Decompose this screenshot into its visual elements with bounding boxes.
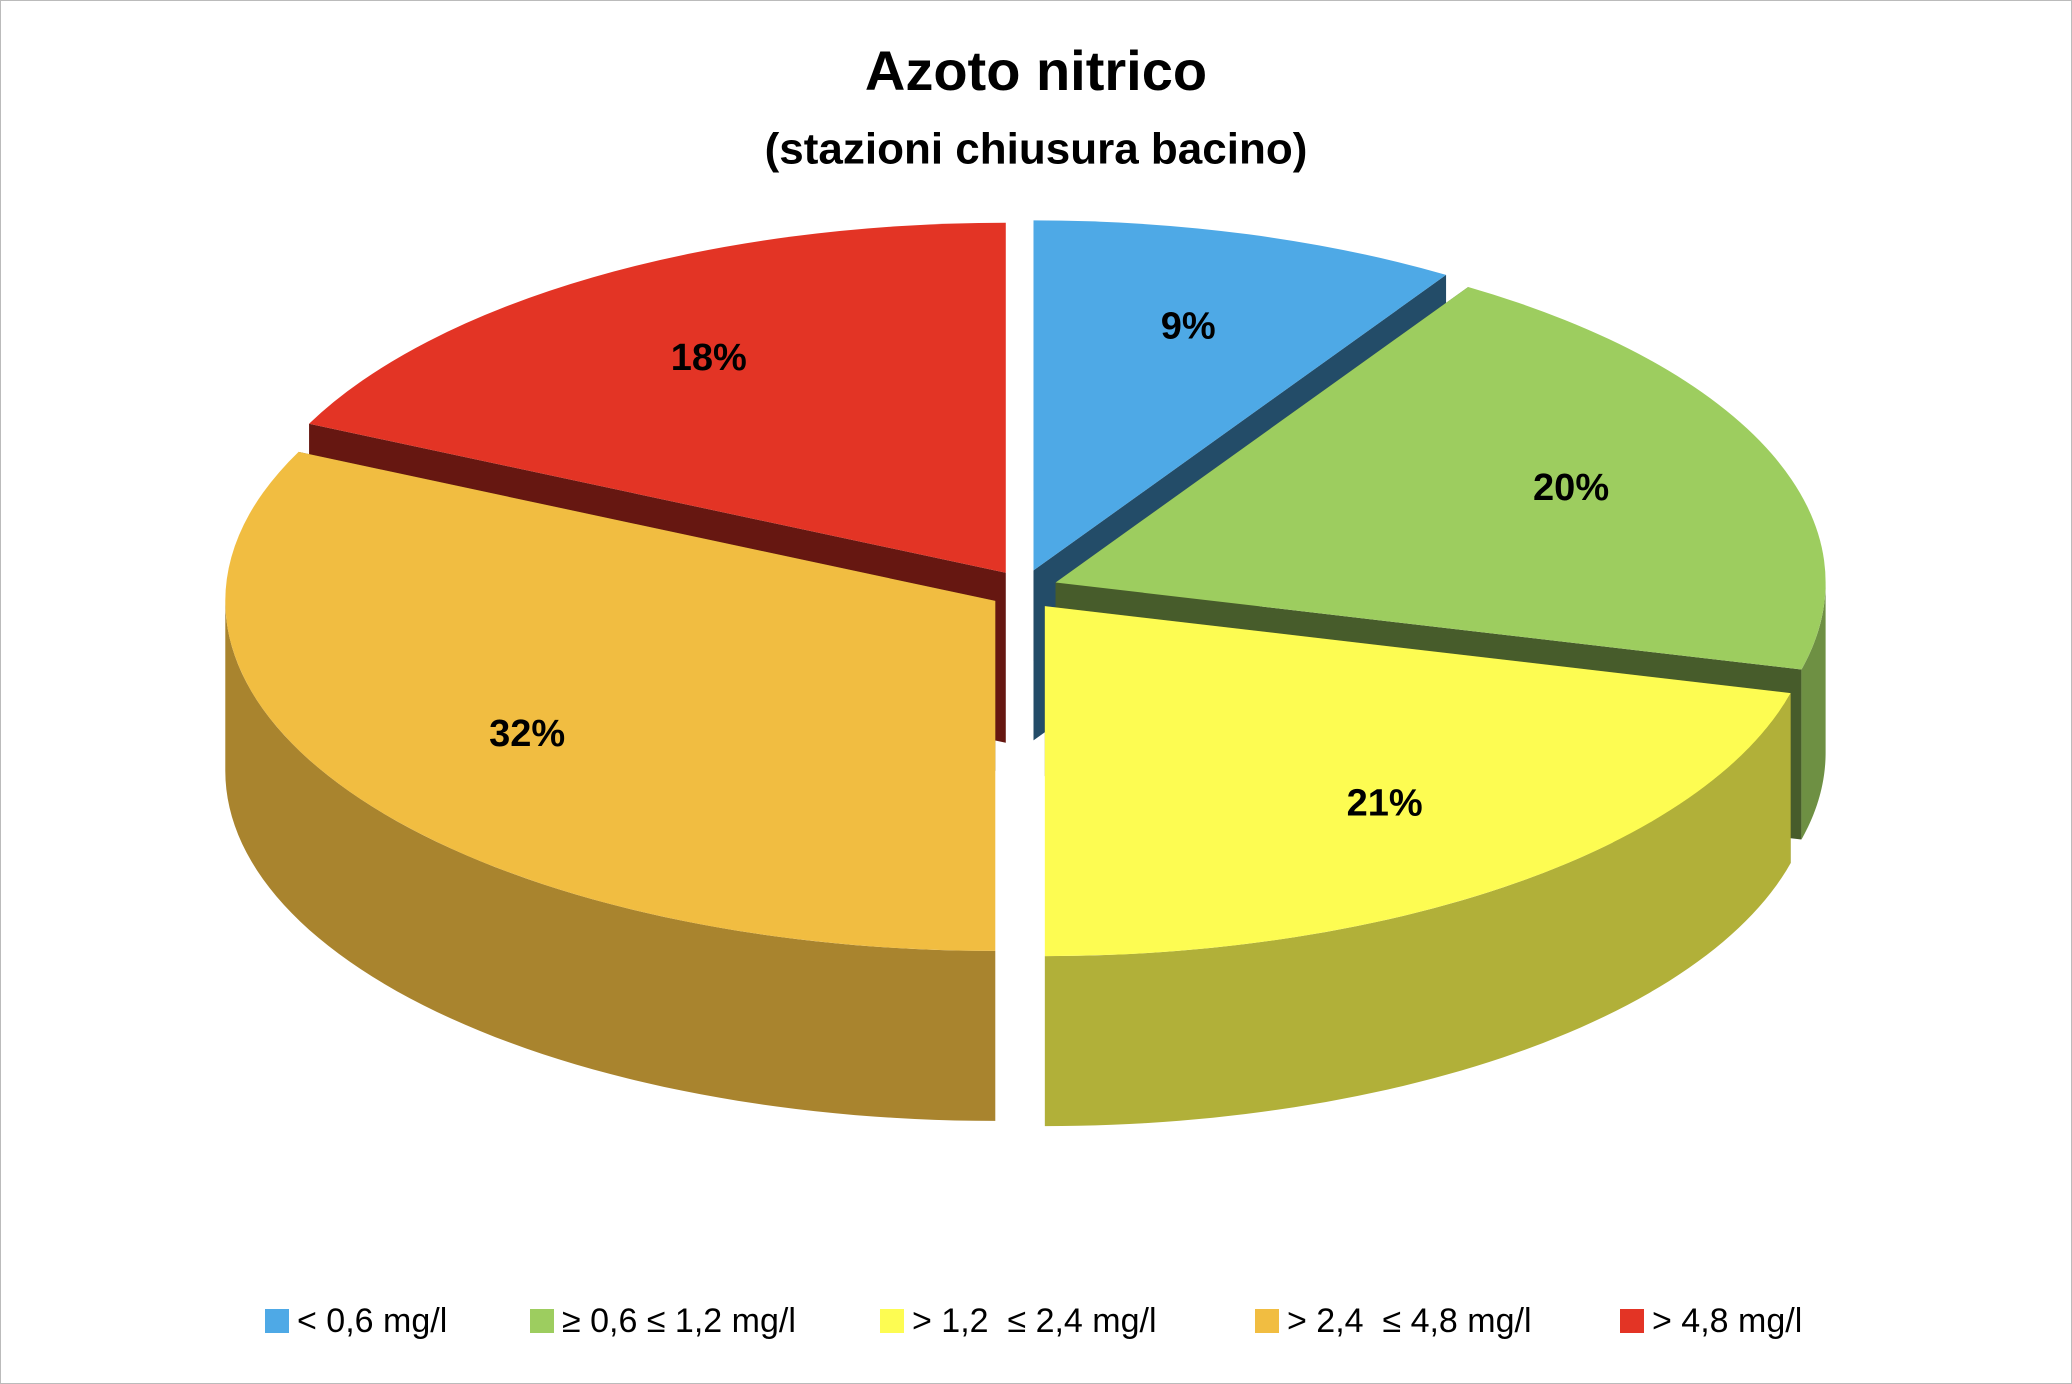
legend-label: > 1,2 ≤ 2,4 mg/l [912, 1302, 1157, 1340]
legend-swatch [1620, 1309, 1644, 1333]
data-label: 32% [489, 713, 565, 755]
legend-label: < 0,6 mg/l [297, 1302, 447, 1340]
slice [1044, 606, 1791, 957]
tops [225, 220, 1826, 957]
slice-wall [1044, 693, 1791, 1127]
data-label: 9% [1161, 305, 1216, 347]
legend-swatch [265, 1309, 289, 1333]
slice-wall [225, 600, 996, 1121]
legend-swatch [880, 1309, 904, 1333]
data-label: 20% [1533, 467, 1609, 509]
legend-label: > 2,4 ≤ 4,8 mg/l [1287, 1302, 1532, 1340]
data-label: 18% [671, 337, 747, 379]
legend-swatch [1255, 1309, 1279, 1333]
data-label: 21% [1347, 782, 1423, 824]
slice [1033, 220, 1447, 571]
slice-wall [1801, 582, 1826, 840]
labels: 9% 20% 21% 32% 18% [489, 305, 1609, 824]
slice [1055, 286, 1826, 670]
chart-title: Azoto nitrico [865, 39, 1207, 102]
slice [225, 451, 996, 951]
legend-label: ≥ 0,6 ≤ 1,2 mg/l [562, 1302, 796, 1340]
slice [309, 222, 1006, 573]
chart-subtitle: (stazioni chiusura bacino) [765, 125, 1308, 174]
legend-label: > 4,8 mg/l [1652, 1302, 1802, 1340]
legend-swatch [530, 1309, 554, 1333]
